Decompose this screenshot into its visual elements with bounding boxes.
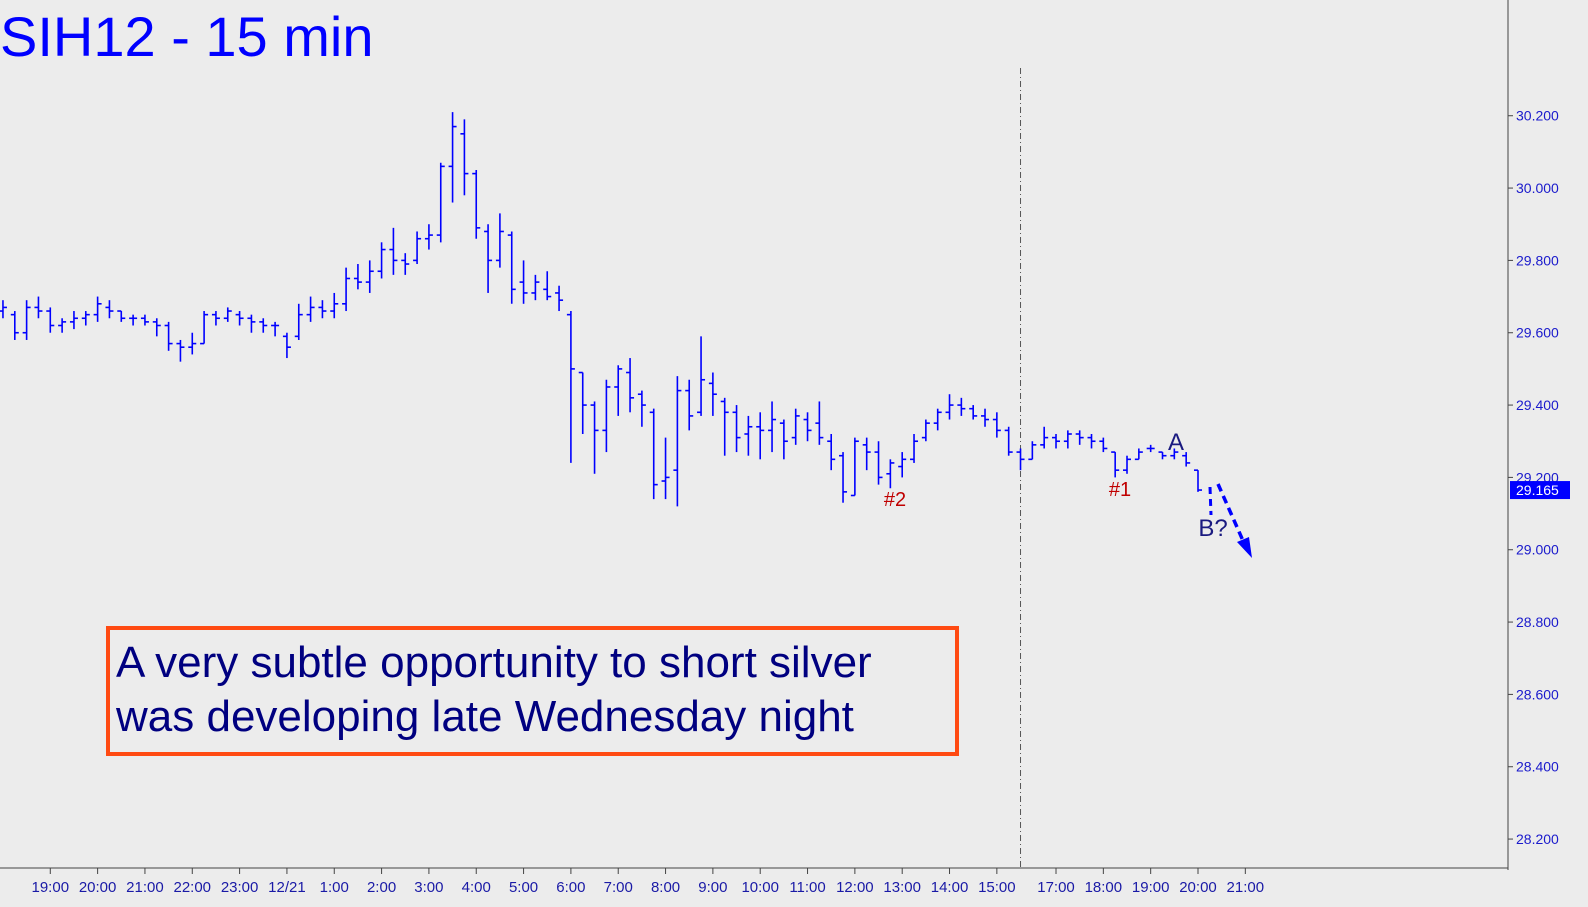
x-tick-label: 14:00 (931, 879, 969, 896)
y-tick-label: 28.600 (1516, 686, 1559, 702)
x-tick-label: 11:00 (789, 879, 825, 896)
x-tick-label: 10:00 (741, 879, 779, 896)
x-tick-label: 17:00 (1037, 879, 1075, 896)
note-box (106, 626, 959, 756)
x-tick-label: 22:00 (173, 879, 211, 896)
y-tick-label: 29.400 (1516, 397, 1559, 413)
x-tick-label: 20:00 (1179, 879, 1217, 896)
x-tick-label: 9:00 (698, 879, 727, 896)
x-tick-label: 7:00 (604, 879, 633, 896)
x-tick-label: 1:00 (320, 879, 349, 896)
y-tick-label: 28.800 (1516, 614, 1559, 630)
y-tick-label: 28.400 (1516, 759, 1559, 775)
y-tick-label: 28.200 (1516, 831, 1559, 847)
x-tick-label: 3:00 (414, 879, 443, 896)
y-tick-label: 30.200 (1516, 108, 1559, 124)
projection-dash (1216, 483, 1246, 544)
arrow-head (1237, 537, 1252, 558)
x-tick-label: 12:00 (836, 879, 874, 896)
x-tick-label: 5:00 (509, 879, 538, 896)
x-tick-label: 4:00 (462, 879, 491, 896)
y-tick-label: 29.000 (1516, 542, 1559, 558)
annotation: #2 (884, 489, 906, 511)
x-tick-label: 13:00 (883, 879, 921, 896)
chart-title: SIH12 - 15 min (0, 5, 374, 68)
x-tick-label: 19:00 (1132, 879, 1170, 896)
note-line: was developing late Wednesday night (115, 692, 854, 741)
annotation: B? (1198, 515, 1227, 542)
x-tick-label: 20:00 (79, 879, 117, 896)
annotation: #1 (1109, 479, 1131, 501)
x-tick-label: 21:00 (1227, 879, 1265, 896)
x-tick-label: 19:00 (32, 879, 70, 896)
x-tick-label: 23:00 (221, 879, 259, 896)
x-tick-label: 21:00 (126, 879, 164, 896)
projection-dash (1208, 486, 1213, 516)
y-tick-label: 30.000 (1516, 180, 1559, 196)
projection-arrow (1208, 483, 1252, 558)
x-tick-label: 2:00 (367, 879, 396, 896)
x-tick-label: 12/21 (268, 879, 306, 896)
last-price-box (1510, 481, 1570, 500)
x-tick-label: 15:00 (978, 879, 1016, 896)
y-tick-label: 29.800 (1516, 252, 1559, 268)
last-price-label: 29.165 (1516, 482, 1559, 498)
note-line: A very subtle opportunity to short silve… (116, 638, 872, 687)
x-tick-label: 18:00 (1085, 879, 1123, 896)
x-tick-label: 8:00 (651, 879, 680, 896)
x-tick-label: 6:00 (556, 879, 585, 896)
y-tick-label: 29.600 (1516, 325, 1559, 341)
annotation: A (1168, 429, 1184, 456)
